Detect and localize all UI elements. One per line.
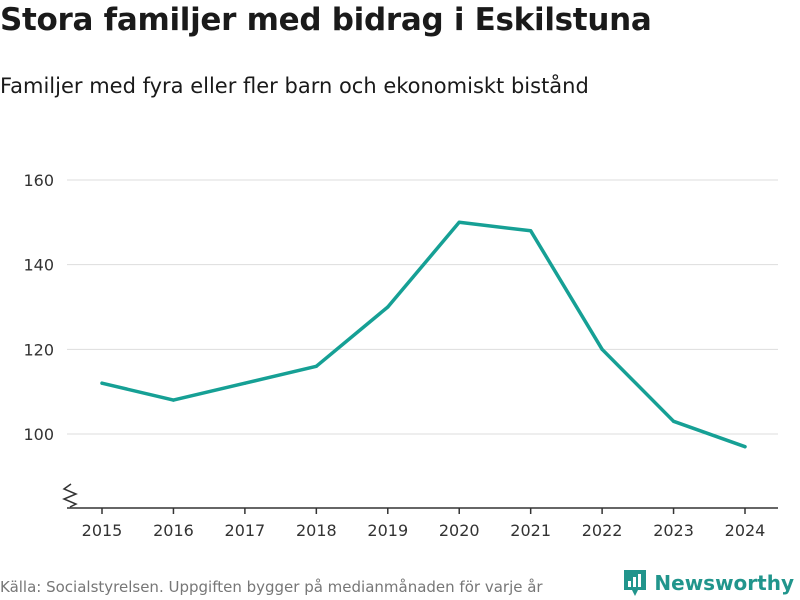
x-tick-label: 2020	[439, 521, 480, 540]
source-note: Källa: Socialstyrelsen. Uppgiften bygger…	[0, 578, 543, 596]
data-point	[243, 381, 247, 385]
y-axis-ticks: 100 120 140 160	[23, 171, 54, 444]
series-line	[100, 220, 747, 449]
gridlines	[67, 179, 778, 435]
series-layer	[100, 220, 747, 449]
x-tick-label: 2019	[367, 521, 408, 540]
data-point	[171, 398, 176, 402]
data-point	[100, 381, 104, 385]
x-tick-label: 2021	[510, 521, 551, 540]
data-point	[314, 364, 318, 368]
x-axis-ticks: 2015 2016 2017 2018 2019 2020 2021 2022 2023 2024	[82, 508, 766, 540]
brand-logo[interactable]: Newsworthy	[622, 568, 794, 598]
data-point	[743, 445, 747, 449]
x-tick-label: 2022	[582, 521, 623, 540]
x-tick-label: 2018	[296, 521, 337, 540]
x-tick-label: 2017	[225, 521, 266, 540]
newsworthy-logo-icon	[624, 570, 647, 596]
chart-title: Stora familjer med bidrag i Eskilstuna	[0, 2, 652, 38]
y-tick-label: 140	[23, 256, 54, 275]
data-point	[600, 347, 604, 351]
data-point	[457, 220, 461, 224]
y-axis-break-icon	[62, 483, 78, 508]
chart-subtitle: Familjer med fyra eller fler barn och ek…	[0, 74, 589, 98]
y-tick-label: 100	[23, 425, 54, 444]
y-tick-label: 120	[23, 340, 54, 359]
x-tick-label: 2016	[153, 521, 194, 540]
x-tick-label: 2015	[82, 521, 123, 540]
data-point	[671, 419, 676, 423]
x-tick-label: 2024	[725, 521, 766, 540]
brand-name: Newsworthy	[654, 571, 794, 595]
data-point	[529, 229, 533, 233]
x-tick-label: 2023	[653, 521, 694, 540]
x-axis	[62, 483, 778, 509]
y-tick-label: 160	[23, 171, 54, 190]
data-point	[386, 305, 390, 309]
